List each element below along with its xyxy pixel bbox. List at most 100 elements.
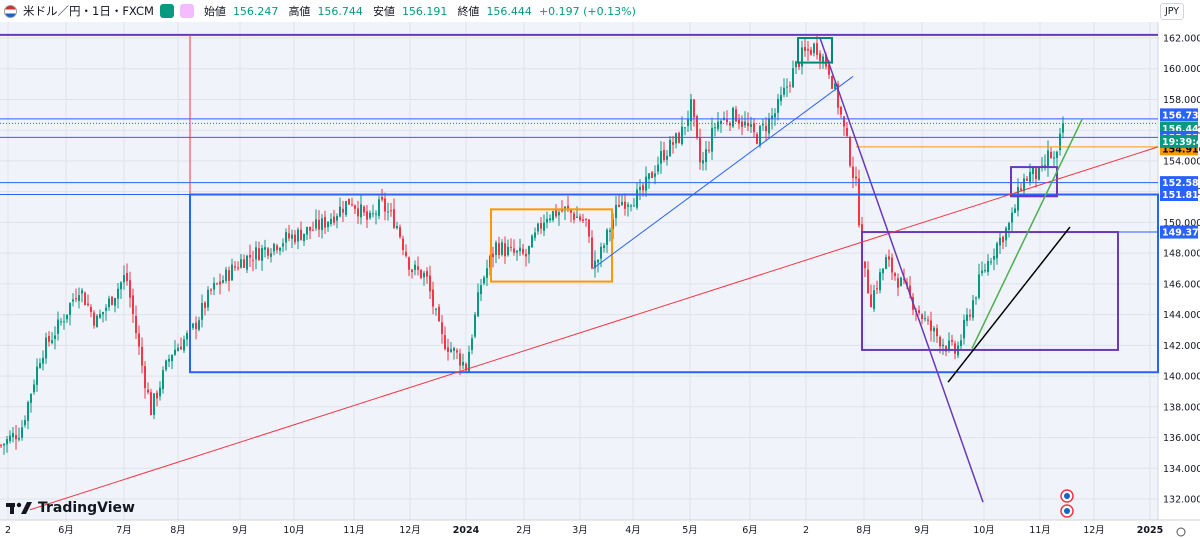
candle-body — [318, 219, 320, 230]
candle-body — [66, 314, 68, 320]
candle-body — [342, 208, 344, 213]
candle-body — [327, 222, 329, 228]
candle-body — [795, 61, 797, 68]
symbol-title[interactable]: 米ドル／円・1日・FXCM — [23, 4, 154, 18]
candle-body — [891, 257, 893, 273]
candle-body — [9, 435, 11, 442]
candle-body — [27, 402, 29, 421]
candle-body — [402, 238, 404, 250]
top-box[interactable] — [797, 37, 833, 64]
range-box-purple[interactable] — [861, 231, 1119, 351]
candle-body — [426, 271, 428, 277]
candle-body — [465, 363, 467, 371]
candle-body — [135, 315, 137, 334]
candle-body — [573, 213, 575, 220]
candle-body — [90, 307, 92, 312]
plot-area[interactable] — [0, 22, 1158, 520]
candle-body — [285, 232, 287, 243]
range-box-orange[interactable] — [490, 208, 613, 283]
candle-body — [276, 245, 278, 251]
trend-line-green[interactable] — [971, 119, 1083, 349]
candle-body — [651, 172, 653, 178]
x-tick-label: 8月 — [170, 525, 186, 536]
candle-body — [645, 176, 647, 191]
high-value: 156.744 — [317, 4, 363, 18]
candle-body — [504, 243, 506, 257]
y-axis: 162.000160.000158.000156.000154.000152.0… — [1157, 22, 1200, 520]
candle-body — [693, 99, 695, 118]
candle-body — [444, 335, 446, 350]
price-tag-label: 152.589 — [1162, 178, 1200, 189]
candle-body — [840, 106, 842, 115]
candle-body — [78, 295, 80, 301]
candle-body — [579, 216, 581, 221]
candle-body — [468, 352, 470, 372]
candle-body — [627, 204, 629, 207]
candle-body — [357, 208, 359, 217]
candle-body — [999, 237, 1001, 246]
candle-body — [117, 288, 119, 299]
candle-body — [81, 290, 83, 294]
x-tick-label: 6月 — [58, 525, 74, 536]
candle-body — [855, 176, 857, 179]
x-tick-label: 2 — [5, 525, 11, 536]
settings-gear-icon[interactable] — [1176, 527, 1186, 537]
price-tag — [1160, 188, 1198, 202]
candle-body — [684, 127, 686, 129]
candle-body — [975, 297, 977, 299]
trend-line-blue[interactable] — [592, 76, 854, 269]
market-open-indicator — [159, 4, 174, 18]
candle-body — [249, 254, 251, 258]
price-tag-label: 151.815 — [1162, 190, 1200, 201]
candle-body — [42, 357, 44, 364]
candle-body — [516, 250, 518, 253]
candle-body — [339, 206, 341, 217]
trend-line-black[interactable] — [947, 226, 1071, 383]
candle-body — [990, 261, 992, 263]
candle-body — [786, 86, 788, 88]
candle-body — [660, 151, 662, 164]
candle-body — [522, 248, 524, 254]
candle-body — [15, 435, 17, 440]
candle-body — [192, 323, 194, 328]
candle-body — [264, 247, 266, 250]
candle-body — [204, 302, 206, 308]
candle-body — [639, 186, 641, 191]
candle-body — [711, 127, 713, 152]
currency-button[interactable]: JPY — [1160, 3, 1184, 20]
candle-body — [600, 246, 602, 259]
candle-body — [147, 389, 149, 393]
candle-body — [24, 420, 26, 426]
candle-body — [273, 243, 275, 252]
x-axis-background — [0, 520, 1200, 538]
consolidation-box[interactable] — [1010, 166, 1058, 198]
candle-body — [417, 266, 419, 270]
candle-body — [306, 226, 308, 235]
tradingview-logo[interactable]: TradingView — [6, 500, 135, 516]
candle-body — [1020, 188, 1022, 191]
candle-body — [588, 219, 590, 237]
candle-body — [759, 126, 761, 146]
candle-body — [765, 125, 767, 132]
candle-body — [927, 319, 929, 321]
candle-body — [525, 253, 527, 257]
x-axis: 2 6月 7月 8月 9月 10月 11月 12月 2024 2月 3月 4月 5月 6月 2 8月 9月 10月… — [0, 519, 1200, 538]
candle-body — [372, 213, 374, 215]
candle-body — [501, 242, 503, 255]
candle-body — [396, 226, 398, 229]
candle-body — [954, 343, 956, 354]
candle-body — [54, 335, 56, 339]
trend-line-purple[interactable] — [819, 37, 984, 503]
candle-body — [216, 283, 218, 285]
event-flag-icon — [1064, 493, 1070, 499]
candle-body — [798, 62, 800, 68]
candle-body — [48, 335, 50, 342]
candle-body — [63, 321, 65, 323]
candle-body — [789, 85, 791, 87]
trend-line-red[interactable] — [29, 146, 1159, 511]
range-box-blue[interactable] — [189, 193, 1159, 374]
candle-body — [96, 315, 98, 328]
candle-body — [72, 299, 74, 302]
